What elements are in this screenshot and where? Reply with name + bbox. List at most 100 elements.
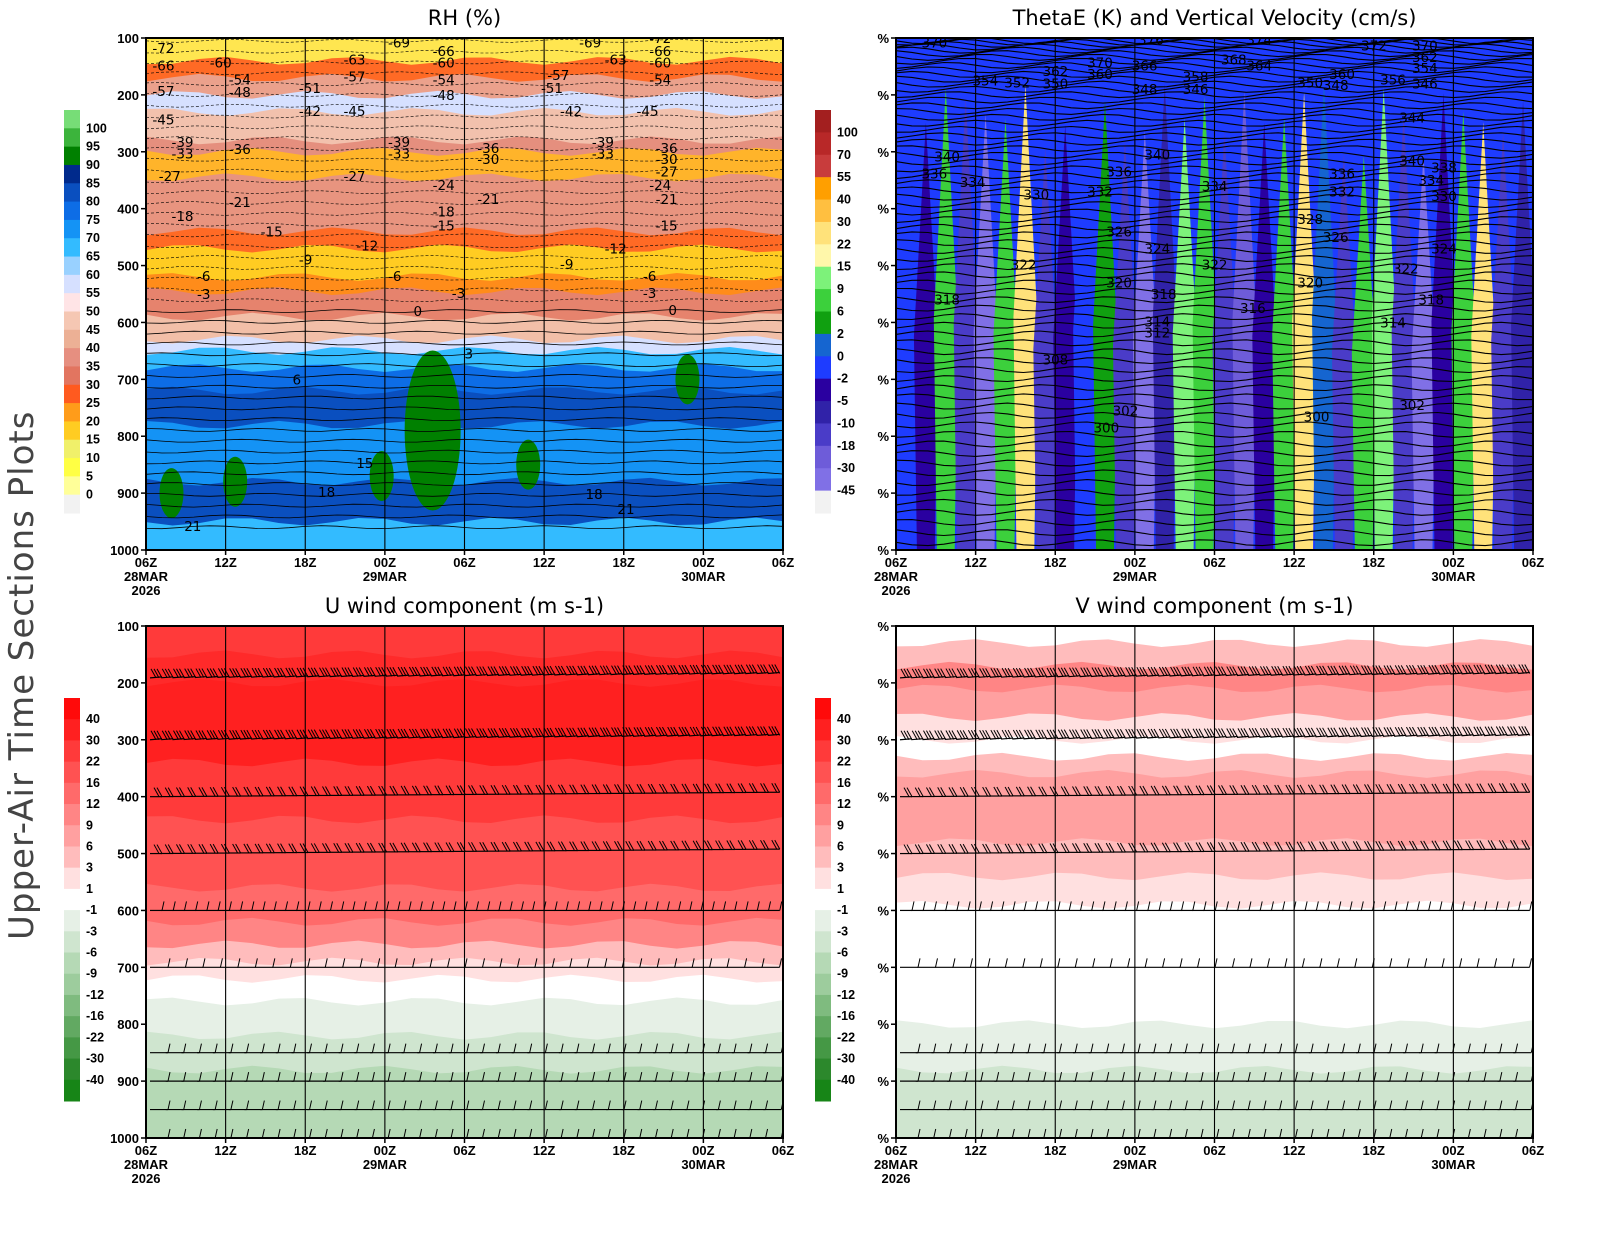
wind-barb-feather <box>996 843 1003 854</box>
wind-barb-feather <box>1322 784 1329 794</box>
wind-barb-feather <box>917 1128 921 1138</box>
wind-barb-feather <box>1420 664 1427 675</box>
y-tick-label: % <box>877 486 889 501</box>
wind-barb-feather <box>929 730 935 740</box>
wind-barb-feather <box>1060 667 1067 678</box>
wind-barb-feather <box>602 784 609 794</box>
wind-barb-feather <box>1420 840 1427 851</box>
wind-barb-feather <box>309 1128 313 1138</box>
wind-barb-feather <box>1136 666 1143 677</box>
wind-barb-feather <box>1375 665 1382 675</box>
wind-barb-feather <box>1102 901 1106 911</box>
wind-barb-feather <box>1074 1100 1078 1110</box>
wind-barb-feather <box>1361 727 1367 737</box>
colorbar-swatch <box>64 952 80 975</box>
contour-label: 322 <box>1393 261 1419 277</box>
wind-barb-feather <box>996 1072 1000 1082</box>
wind-barb-feather <box>1307 784 1314 795</box>
wind-barb-feather <box>625 665 632 675</box>
wind-barb-feather <box>206 901 210 911</box>
wind-barb-feather <box>560 1072 564 1082</box>
colorbar-swatch <box>815 952 831 975</box>
contour-label: 0 <box>668 303 677 319</box>
wind-barb-feather <box>948 730 955 740</box>
wind-barb-feather <box>1131 728 1138 739</box>
wind-barb-feather <box>1501 664 1508 674</box>
wind-barb-feather <box>1389 783 1396 794</box>
wind-barb-feather <box>576 1072 580 1082</box>
wind-barb-feather <box>1173 842 1180 852</box>
wind-barb-feather <box>628 784 635 794</box>
wind-barb-feather <box>588 901 592 911</box>
wind-barb-feather <box>1128 728 1135 739</box>
wind-barb-feather <box>1038 667 1045 678</box>
wind-barb-feather <box>1307 665 1314 676</box>
contour-label: -27 <box>343 169 365 185</box>
fill-stripe <box>913 122 938 550</box>
wind-barb-feather <box>933 1043 937 1053</box>
wind-barb-feather <box>257 786 264 797</box>
contour-line <box>146 287 783 292</box>
wind-barb-feather <box>535 784 542 795</box>
wind-barb-feather <box>1232 958 1235 968</box>
wind-barb-feather <box>153 787 160 797</box>
wind-barb-feather <box>636 727 643 737</box>
wind-barb-feather <box>412 958 416 968</box>
moist-area <box>404 350 461 511</box>
wind-barb-feather <box>933 1128 937 1138</box>
wind-barb-feather <box>280 667 286 678</box>
wind-barb-feather <box>1127 958 1131 968</box>
wind-barb-feather <box>389 785 396 796</box>
wind-barb-feather <box>1445 783 1452 794</box>
wind-barb-feather <box>1450 726 1457 737</box>
wind-barb-feather <box>673 840 680 851</box>
wind-barb-feather <box>1467 1043 1471 1053</box>
wind-barb-feather <box>594 727 601 737</box>
contour-label: 21 <box>617 502 634 518</box>
wind-barb-feather <box>257 843 264 854</box>
colorbar-label: -16 <box>837 1009 855 1023</box>
wind-barb-feather <box>1128 785 1135 796</box>
wind-barb-feather <box>1004 667 1011 678</box>
wind-barb-feather <box>1341 727 1348 737</box>
x-tick-label: 06Z <box>772 555 794 570</box>
wind-barb-feather <box>1072 786 1078 796</box>
wind-barb-feather <box>1355 665 1362 675</box>
wind-barb-feather <box>538 841 545 852</box>
colorbar-label: 1 <box>837 882 844 896</box>
wind-barb-feather <box>768 664 775 674</box>
wind-barb-feather <box>748 664 755 674</box>
wind-barb-feather <box>748 726 755 736</box>
wind-barb-feather <box>1072 843 1078 853</box>
wind-barb-feather <box>577 901 581 911</box>
wind-barb-feather <box>1342 1100 1346 1110</box>
wind-barb-feather <box>1012 667 1019 678</box>
wind-barb-feather <box>702 1100 706 1110</box>
contour-line <box>146 222 783 227</box>
colorbar-swatch <box>64 238 80 258</box>
wind-barb-feather <box>296 901 300 911</box>
wind-barb-feather <box>490 666 497 676</box>
wind-barb-feather <box>261 1100 265 1110</box>
fill-stripe <box>1511 100 1533 550</box>
contour-label: -33 <box>592 146 614 162</box>
wind-barb-feather <box>691 958 695 968</box>
wind-barb-feather <box>195 730 202 740</box>
wind-barb-feather <box>1057 667 1064 678</box>
chart-title: U wind component (m s-1) <box>325 594 604 618</box>
wind-barb-feather <box>554 727 561 738</box>
wind-barb-feather <box>513 1100 517 1110</box>
wind-barb-feather <box>1507 664 1513 674</box>
wind-barb-feather <box>1041 667 1048 678</box>
wind-barb-feather <box>1285 665 1292 676</box>
wind-barb-feather <box>1364 784 1370 794</box>
contour-label: -54 <box>649 73 671 89</box>
wind-barb-feather <box>1341 665 1348 676</box>
y-tick-label: 900 <box>117 486 139 501</box>
wind-barb-feather <box>1277 666 1284 676</box>
colorbar-label: 9 <box>837 818 844 832</box>
wind-barb-feather <box>1091 901 1095 911</box>
wind-barb-feather <box>1494 958 1498 968</box>
wind-barb-feather <box>1389 840 1396 851</box>
wind-barb-feather <box>448 666 455 677</box>
